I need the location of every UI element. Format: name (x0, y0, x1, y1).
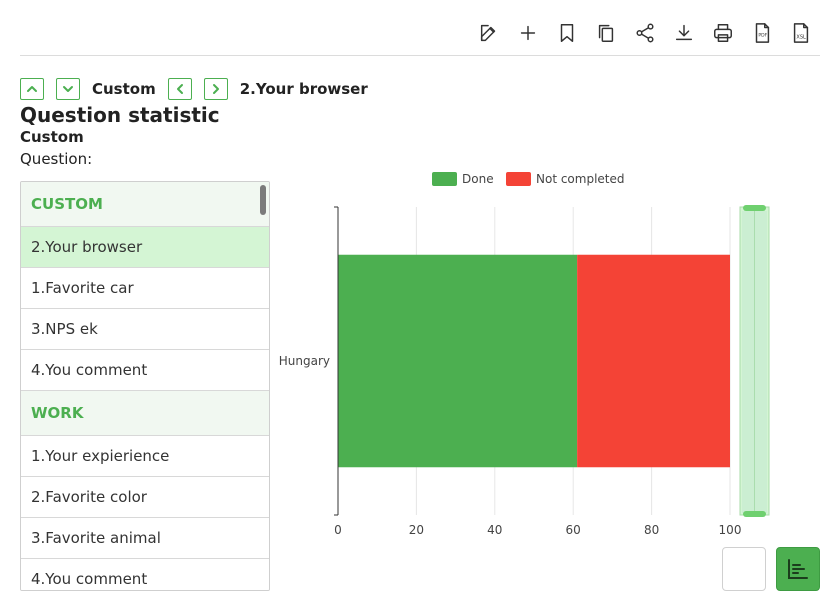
zoom-handle-bottom[interactable] (743, 511, 766, 517)
chevron-down-icon (63, 86, 73, 92)
plus-icon[interactable] (508, 20, 547, 46)
legend-label: Not completed (536, 172, 625, 186)
bar-chart-toggle-button[interactable] (776, 547, 820, 591)
list-item[interactable]: 4.You comment (21, 559, 269, 590)
toolbar: PDF XSL (469, 20, 820, 46)
x-tick-label: 60 (566, 523, 581, 537)
toolbar-divider (20, 55, 820, 56)
share-icon[interactable] (625, 20, 664, 46)
bookmark-icon[interactable] (547, 20, 586, 46)
nav-next-button[interactable] (203, 78, 228, 100)
legend-swatch (506, 172, 531, 186)
copy-icon[interactable] (586, 20, 625, 46)
list-item[interactable]: 4.You comment (21, 350, 269, 391)
chevron-right-icon (212, 84, 219, 94)
pdf-icon[interactable]: PDF (742, 20, 781, 46)
group-header-custom: CUSTOM (21, 182, 269, 227)
edit-icon[interactable] (469, 20, 508, 46)
zoom-slider-preview (742, 211, 767, 513)
list-scrollbar[interactable] (260, 185, 266, 215)
x-tick-label: 80 (644, 523, 659, 537)
legend-label: Done (462, 172, 494, 186)
question-label: Question: (20, 150, 93, 168)
x-tick-label: 40 (487, 523, 502, 537)
chart-option-button[interactable] (722, 547, 766, 591)
list-item[interactable]: 2.Your browser (21, 227, 269, 268)
page-subtitle: Custom (20, 128, 84, 146)
zoom-handle-top[interactable] (743, 205, 766, 211)
nav-prev-button[interactable] (167, 78, 192, 100)
nav-up-button[interactable] (20, 78, 44, 100)
bar-chart: Done Not completed Hungary 0 20 40 60 80 100 (279, 172, 770, 537)
question-list[interactable]: CUSTOM 2.Your browser 1.Favorite car 3.N… (20, 181, 270, 591)
bar-chart-icon (788, 559, 808, 579)
xsl-icon[interactable]: XSL (781, 20, 820, 46)
list-item[interactable]: 1.Favorite car (21, 268, 269, 309)
bar-segment (577, 254, 730, 468)
current-question-label: 2.Your browser (239, 80, 368, 98)
category-label: Hungary (279, 354, 330, 368)
download-icon[interactable] (664, 20, 703, 46)
x-tick-label: 0 (334, 523, 342, 537)
list-item[interactable]: 1.Your expierience (21, 436, 269, 477)
chevron-up-icon (27, 86, 37, 92)
question-nav: Custom 2.Your browser (20, 77, 380, 101)
svg-text:XSL: XSL (796, 35, 806, 41)
svg-text:PDF: PDF (758, 33, 767, 39)
x-tick-label: 100 (719, 523, 742, 537)
chevron-left-icon (176, 84, 183, 94)
print-icon[interactable] (703, 20, 742, 46)
nav-down-button[interactable] (56, 78, 80, 100)
category-label: Custom (92, 80, 156, 98)
x-tick-label: 20 (409, 523, 424, 537)
group-header-work: WORK (21, 391, 269, 436)
legend-swatch (432, 172, 457, 186)
bar-segment (338, 254, 578, 468)
page-title: Question statistic (20, 103, 220, 127)
list-item[interactable]: 3.NPS ek (21, 309, 269, 350)
list-item[interactable]: 3.Favorite animal (21, 518, 269, 559)
list-item[interactable]: 2.Favorite color (21, 477, 269, 518)
